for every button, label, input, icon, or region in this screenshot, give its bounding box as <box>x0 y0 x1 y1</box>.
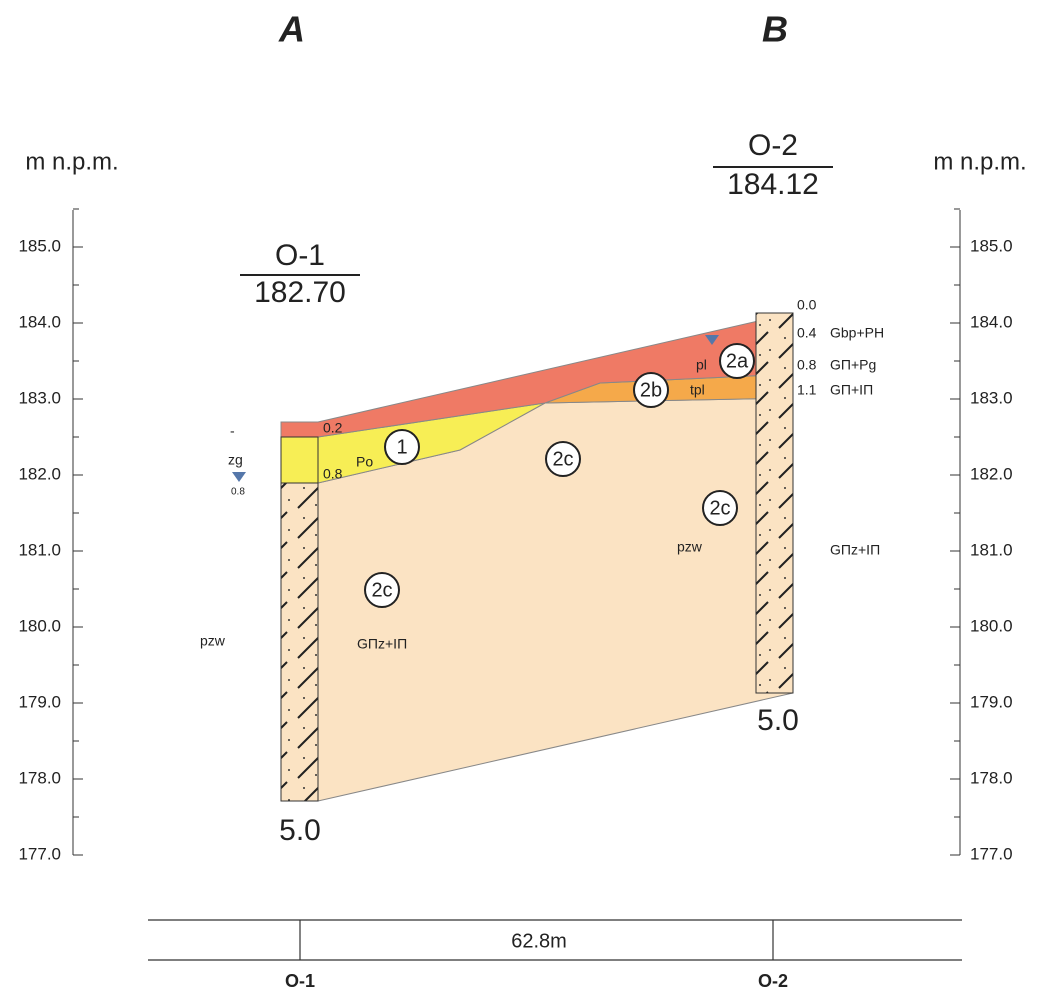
tick-label: 177.0 <box>18 844 61 863</box>
layer-marker <box>545 441 581 477</box>
column-label: B <box>762 9 788 50</box>
borehole-o2 <box>755 312 794 694</box>
note: - <box>230 423 235 439</box>
tick-label: 181.0 <box>18 540 61 559</box>
tick-label: 178.0 <box>18 768 61 787</box>
soil-label: Po <box>356 454 373 470</box>
strata-note: pzw <box>677 539 703 555</box>
scale-bar <box>148 919 962 961</box>
soil-label: GΠ+Pg <box>830 357 876 373</box>
water-level <box>232 472 246 482</box>
axis-unit: m n.p.m. <box>933 148 1026 175</box>
strata-note: GΠz+IΠ <box>357 636 407 652</box>
borehole-elevation: 182.70 <box>254 276 346 309</box>
tick-label: 183.0 <box>18 388 61 407</box>
layer-markers: 1 2a 2b 2c 2c 2c <box>364 343 755 608</box>
layer-marker <box>384 429 420 465</box>
tick-label: 179.0 <box>970 692 1013 711</box>
tick-label: 178.0 <box>970 768 1013 787</box>
soil-label: Gbp+PH <box>830 325 884 341</box>
layer-label: 2c <box>371 579 392 601</box>
water-depth: 0.8 <box>231 487 245 498</box>
strata <box>232 312 794 802</box>
layer-marker <box>364 572 400 608</box>
scale-label: O-2 <box>758 971 788 991</box>
borehole-elevation: 184.12 <box>727 168 819 201</box>
column-label: A <box>278 9 305 50</box>
layer-label: 2a <box>726 350 749 372</box>
note: zg <box>228 452 243 468</box>
tick-label: 180.0 <box>970 616 1013 635</box>
strata-note: pl <box>696 357 707 373</box>
layer-marker <box>702 490 738 526</box>
layer-marker <box>719 343 755 379</box>
layer-label: 2c <box>552 448 573 470</box>
soil-label: GΠ+IΠ <box>830 382 873 398</box>
layer-label: 2b <box>640 379 662 401</box>
strata-note: pzw <box>200 633 226 649</box>
depth-label: 0.0 <box>797 297 817 313</box>
tick-label: 180.0 <box>18 616 61 635</box>
tick-label: 177.0 <box>970 844 1013 863</box>
tick-label: 184.0 <box>970 312 1013 331</box>
borehole-name: O-1 <box>275 239 325 272</box>
borehole-name: O-2 <box>748 129 798 162</box>
borehole-depth: 5.0 <box>757 704 799 737</box>
axes: 185.0 184.0 183.0 182.0 181.0 180.0 179.0 178.0… <box>18 208 1013 863</box>
borehole-depth: 5.0 <box>279 814 321 847</box>
depth-label: 0.8 <box>797 357 817 373</box>
borehole-o1 <box>280 482 319 802</box>
tick-label: 182.0 <box>18 464 61 483</box>
layer-label: 1 <box>396 436 407 458</box>
layer-label: 2c <box>709 497 730 519</box>
depth-label: 0.2 <box>323 420 343 436</box>
distance: 62.8m <box>511 930 567 952</box>
borehole-o1-top <box>280 436 319 484</box>
tick-label: 181.0 <box>970 540 1013 559</box>
strata-note: GΠz+IΠ <box>830 542 880 558</box>
strata-note: tpl <box>690 382 705 398</box>
scale-label: O-1 <box>285 971 315 991</box>
tick-label: 182.0 <box>970 464 1013 483</box>
depth-label: 1.1 <box>797 382 817 398</box>
tick-label: 184.0 <box>18 312 61 331</box>
axis-unit: m n.p.m. <box>25 148 118 175</box>
depth-label: 0.4 <box>797 325 817 341</box>
tick-label: 183.0 <box>970 388 1013 407</box>
layer-marker <box>633 372 669 408</box>
tick-label: 185.0 <box>970 236 1013 255</box>
labels: A B m n.p.m. m n.p.m. O-1 182.70 O-2 184… <box>25 9 1026 991</box>
depth-label: 0.8 <box>323 466 343 482</box>
water-level <box>705 335 719 345</box>
tick-label: 185.0 <box>18 236 61 255</box>
tick-label: 179.0 <box>18 692 61 711</box>
